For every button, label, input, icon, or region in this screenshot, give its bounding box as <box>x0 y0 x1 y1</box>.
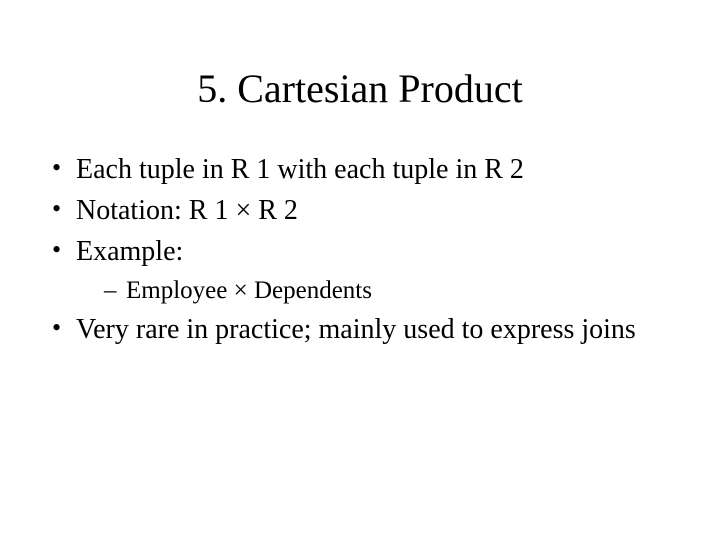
bullet-text: Example: <box>76 236 183 267</box>
bullet-item: Notation: R 1 × R 2 <box>52 193 680 228</box>
slide-title: 5. Cartesian Product <box>40 65 680 112</box>
bullet-item: Example: Employee × Dependents <box>52 234 680 306</box>
bullet-item: Very rare in practice; mainly used to ex… <box>52 312 680 347</box>
sub-bullet-list: Employee × Dependents <box>104 275 680 306</box>
bullet-item: Each tuple in R 1 with each tuple in R 2 <box>52 152 680 187</box>
bullet-list: Each tuple in R 1 with each tuple in R 2… <box>52 152 680 347</box>
sub-bullet-item: Employee × Dependents <box>104 275 680 306</box>
slide: 5. Cartesian Product Each tuple in R 1 w… <box>0 0 720 540</box>
